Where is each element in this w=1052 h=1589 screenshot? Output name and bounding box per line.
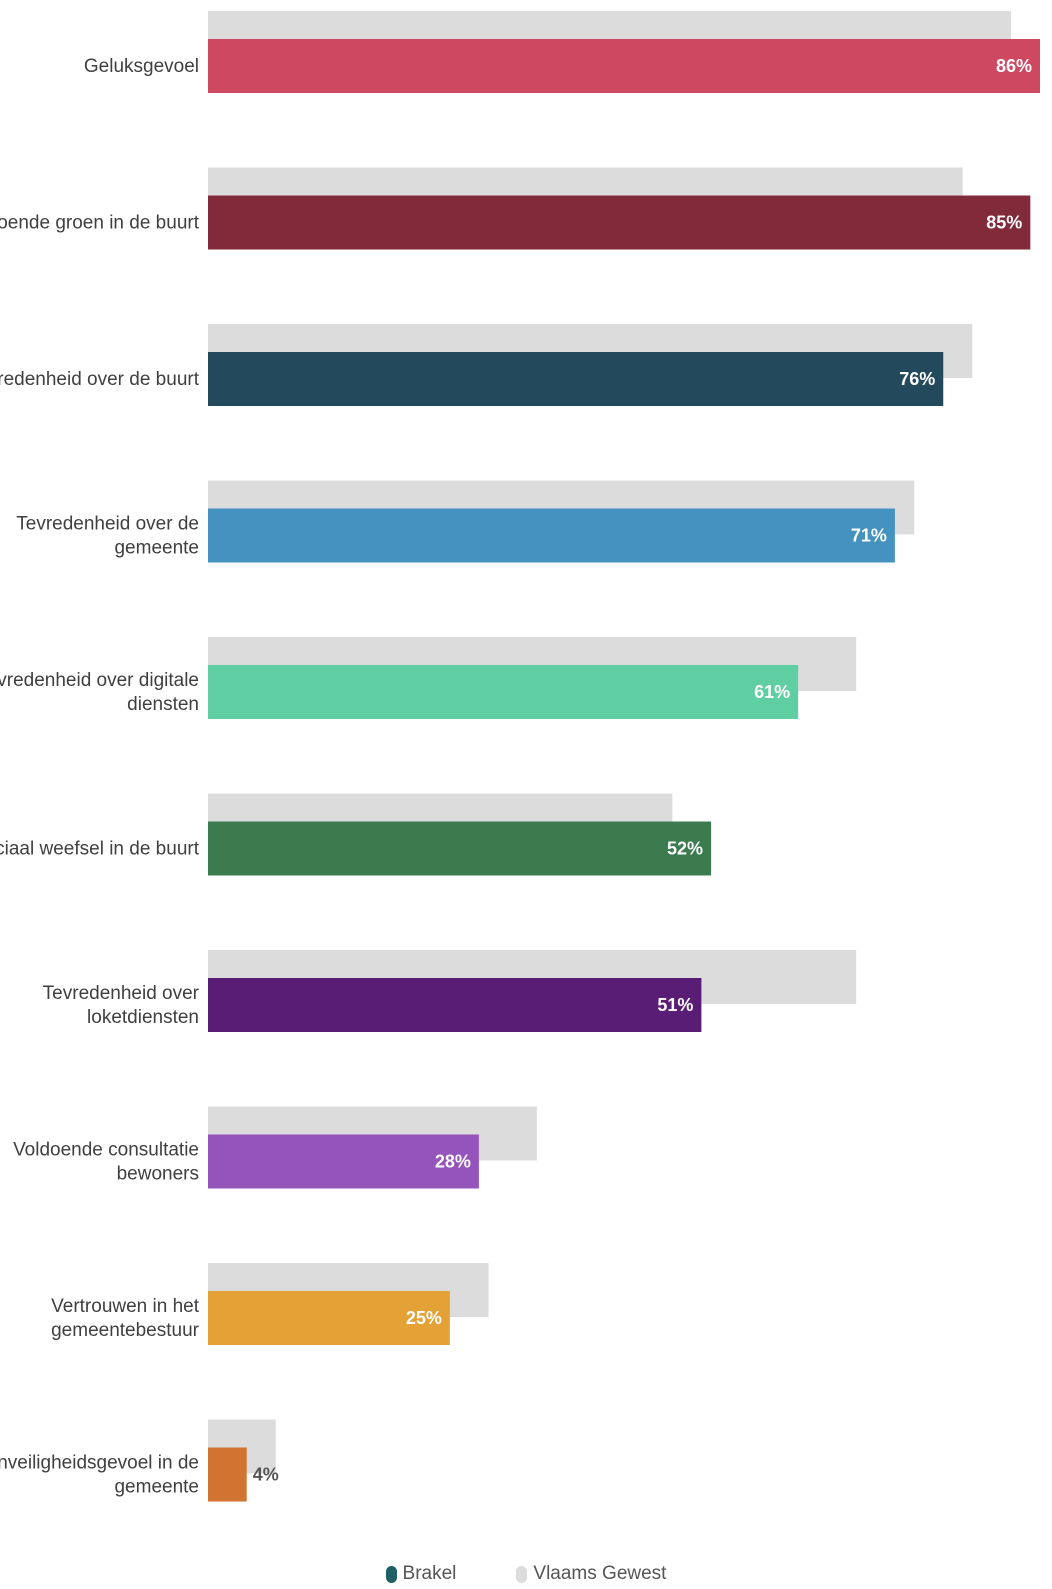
category-label: Onveiligheidsgevoel in de — [0, 1453, 199, 1474]
bar-brakel — [208, 978, 702, 1032]
category-label: Voldoende consultatie — [13, 1140, 199, 1161]
bar-brakel — [208, 508, 895, 563]
data-label: 25% — [406, 1308, 442, 1328]
bar-brakel — [208, 821, 712, 876]
data-label: 61% — [754, 682, 790, 702]
bar-brakel — [208, 352, 944, 406]
category-label: Sociaal weefsel in de buurt — [0, 839, 200, 860]
data-label: 85% — [986, 213, 1022, 233]
bar-brakel — [208, 195, 1031, 250]
category-label: diensten — [127, 694, 199, 715]
legend: Brakel Vlaams Gewest — [0, 1560, 1052, 1588]
category-label: Geluksgevoel — [84, 56, 199, 77]
bar-brakel — [208, 1134, 479, 1189]
data-label: 86% — [996, 56, 1032, 76]
legend-label-vlaams-gewest: Vlaams Gewest — [533, 1563, 667, 1584]
data-label: 71% — [851, 526, 887, 546]
category-label: gemeente — [114, 1477, 199, 1498]
bar-brakel — [208, 1447, 247, 1502]
category-label: Tevredenheid over digitale — [0, 670, 199, 691]
category-label: Vertrouwen in het — [51, 1296, 200, 1317]
data-label: 51% — [657, 995, 693, 1015]
category-label: gemeente — [114, 538, 199, 559]
category-label: loketdiensten — [87, 1007, 199, 1028]
data-label: 4% — [253, 1465, 279, 1485]
legend-swatch-brakel — [385, 1565, 397, 1583]
category-label: bewoners — [117, 1164, 199, 1185]
category-label: Tevredenheid over de buurt — [0, 369, 200, 390]
bar-brakel — [208, 665, 799, 719]
legend-label-brakel: Brakel — [402, 1563, 457, 1584]
category-label: gemeentebestuur — [51, 1320, 200, 1341]
bar-brakel — [208, 39, 1040, 93]
legend-item-brakel[interactable]: Brakel — [385, 1563, 457, 1585]
category-label: Tevredenheid over de — [16, 514, 199, 535]
category-label: Tevredenheid over — [43, 983, 200, 1004]
legend-item-vlaams-gewest[interactable]: Vlaams Gewest — [516, 1563, 666, 1585]
legend-swatch-vlaams-gewest — [516, 1565, 528, 1583]
data-label: 52% — [667, 839, 703, 859]
category-label: Voldoende groen in de buurt — [0, 213, 200, 234]
data-label: 76% — [899, 369, 935, 389]
bar-brakel — [208, 1291, 450, 1345]
data-label: 28% — [435, 1152, 471, 1172]
